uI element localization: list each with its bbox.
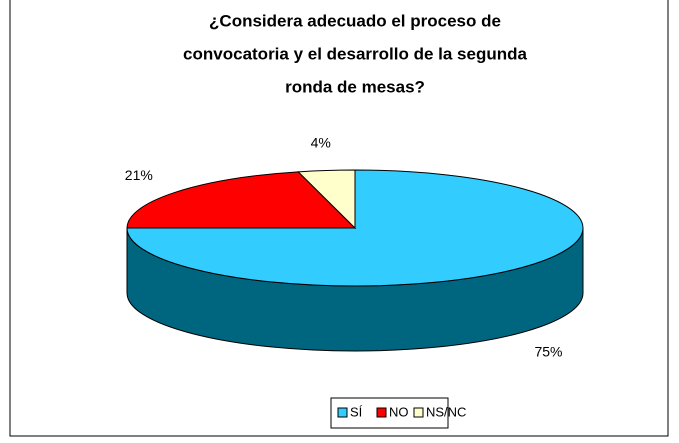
legend-swatch	[337, 407, 348, 418]
pie-slice	[297, 169, 356, 230]
chart-title: ronda de mesas?	[285, 77, 425, 96]
chart-title: ¿Considera adecuado el proceso de	[209, 11, 501, 30]
chart-title: convocatoria y el desarrollo de la segun…	[183, 44, 527, 63]
legend-label: SÍ	[350, 404, 363, 419]
pie-slice	[126, 169, 584, 287]
pie-slice	[126, 171, 357, 229]
data-label: 75%	[534, 344, 562, 360]
data-label: 4%	[311, 135, 331, 151]
legend-box	[330, 397, 449, 429]
legend-label: NO	[389, 404, 409, 419]
legend-label: NS/NC	[426, 404, 466, 419]
legend-swatch	[376, 407, 387, 418]
data-label: 21%	[125, 167, 153, 183]
legend-swatch	[413, 407, 424, 418]
